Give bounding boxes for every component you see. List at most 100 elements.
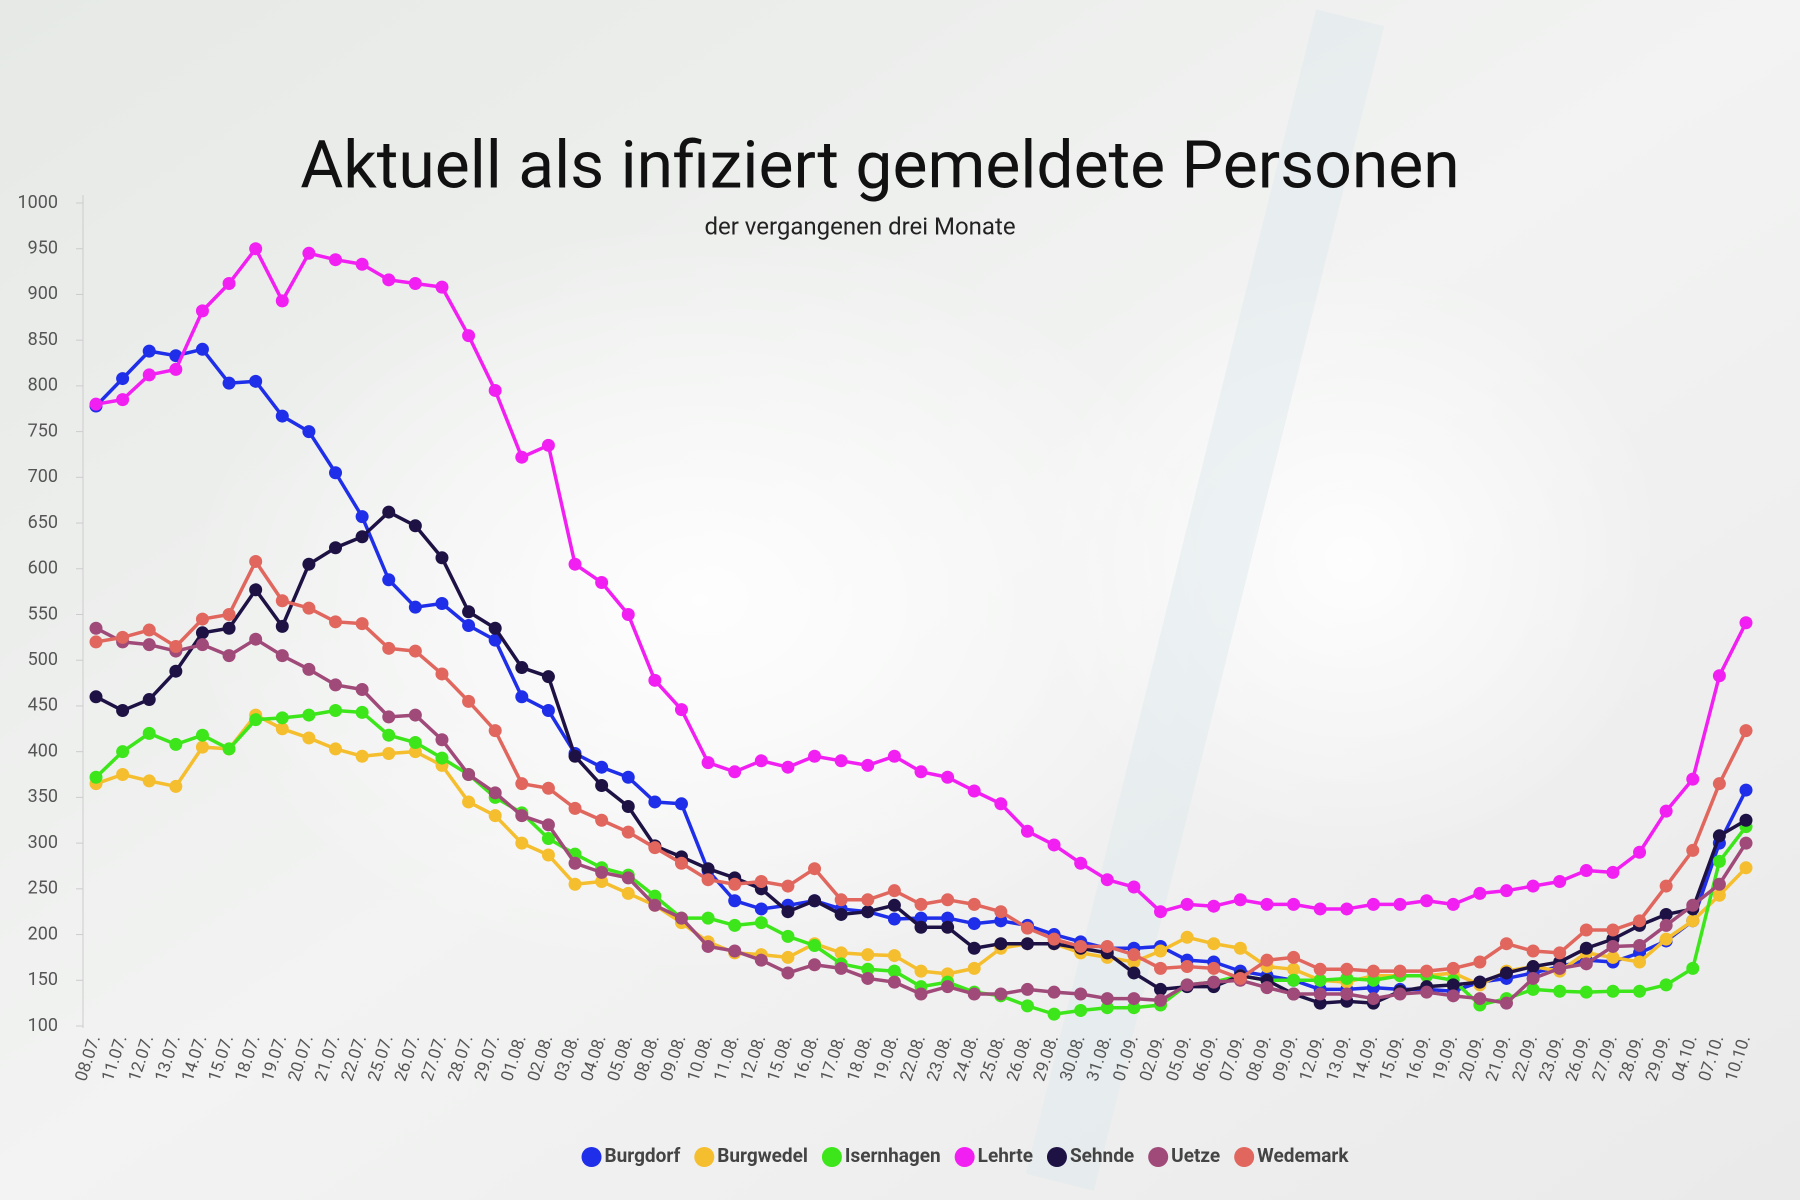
data-point <box>116 745 130 759</box>
data-point <box>355 510 369 524</box>
y-tick-label: 850 <box>28 329 58 350</box>
data-point <box>89 397 103 411</box>
data-point <box>488 621 502 635</box>
data-point <box>1420 985 1434 999</box>
data-point <box>914 911 928 925</box>
data-point <box>1420 964 1434 978</box>
data-point <box>701 756 715 770</box>
data-point <box>195 612 209 626</box>
data-point <box>382 710 396 724</box>
data-point <box>382 746 396 760</box>
data-point <box>1020 999 1034 1013</box>
data-point <box>595 760 609 774</box>
data-point <box>382 728 396 742</box>
data-point <box>408 708 422 722</box>
legend-label: Sehnde <box>1070 1144 1134 1167</box>
data-point <box>1499 966 1513 980</box>
data-point <box>1047 932 1061 946</box>
y-tick-label: 550 <box>28 603 58 624</box>
data-point <box>808 958 822 972</box>
data-point <box>1686 843 1700 857</box>
data-point <box>1287 897 1301 911</box>
y-tick-label: 100 <box>28 1015 58 1036</box>
data-point <box>462 768 476 782</box>
data-point <box>1499 884 1513 898</box>
data-point <box>1659 879 1673 893</box>
data-point <box>541 832 555 846</box>
data-point <box>329 742 343 756</box>
legend-marker <box>821 1147 842 1167</box>
data-point <box>754 754 768 768</box>
data-point <box>302 246 316 260</box>
data-point <box>595 865 609 879</box>
data-point <box>1340 971 1354 985</box>
data-point <box>967 987 981 1001</box>
data-point <box>275 294 289 308</box>
data-point <box>1553 961 1567 975</box>
data-point <box>568 801 582 815</box>
data-point <box>1686 772 1700 786</box>
data-point <box>861 905 875 919</box>
data-point <box>754 953 768 967</box>
data-point <box>355 749 369 763</box>
data-point <box>701 939 715 953</box>
y-tick-label: 1000 <box>18 192 58 213</box>
data-point <box>249 713 263 727</box>
legend-label: Uetze <box>1171 1144 1220 1167</box>
data-point <box>1393 987 1407 1001</box>
data-point <box>914 897 928 911</box>
legend: Burgdorf Burgwedel Isernhagen Lehrte Sehnde U… <box>581 1144 1349 1167</box>
data-point <box>195 626 209 640</box>
data-point <box>142 623 156 637</box>
data-point <box>515 450 529 464</box>
data-point <box>994 914 1008 928</box>
data-point <box>222 608 236 621</box>
legend-marker <box>694 1147 715 1167</box>
data-point <box>1127 948 1141 962</box>
data-point <box>941 920 955 934</box>
legend-marker <box>1148 1147 1169 1167</box>
data-point <box>408 600 422 614</box>
data-point <box>142 368 156 382</box>
data-point <box>701 873 715 887</box>
data-point <box>195 740 209 754</box>
data-point <box>222 621 236 635</box>
data-point <box>728 918 742 932</box>
data-point <box>1100 992 1114 1006</box>
data-point <box>382 641 396 655</box>
y-tick-label: 250 <box>28 878 58 899</box>
data-point <box>1366 964 1380 978</box>
data-point <box>834 946 848 960</box>
data-point <box>1712 888 1726 902</box>
data-point <box>462 618 476 632</box>
data-point <box>435 551 449 565</box>
data-point <box>595 575 609 589</box>
data-point <box>116 372 130 386</box>
data-point <box>568 877 582 891</box>
data-point <box>355 257 369 271</box>
legend-label: Lehrte <box>978 1144 1033 1167</box>
data-point <box>1712 777 1726 791</box>
data-point <box>382 505 396 519</box>
data-point <box>435 733 449 747</box>
y-tick-label: 700 <box>28 466 58 487</box>
data-point <box>1154 905 1168 919</box>
data-point <box>674 703 688 717</box>
data-point <box>462 795 476 809</box>
data-point <box>1287 973 1301 987</box>
data-point <box>1154 982 1168 996</box>
data-point <box>169 362 183 376</box>
data-point <box>1659 918 1673 932</box>
data-point <box>1473 992 1487 1006</box>
data-point <box>595 813 609 827</box>
data-point <box>1127 880 1141 894</box>
data-point <box>595 779 609 793</box>
data-point <box>408 745 422 759</box>
data-point <box>1686 961 1700 975</box>
data-point <box>515 836 529 850</box>
data-point <box>222 276 236 290</box>
data-point <box>1446 961 1460 975</box>
data-point <box>1712 877 1726 891</box>
data-point <box>1526 944 1540 958</box>
